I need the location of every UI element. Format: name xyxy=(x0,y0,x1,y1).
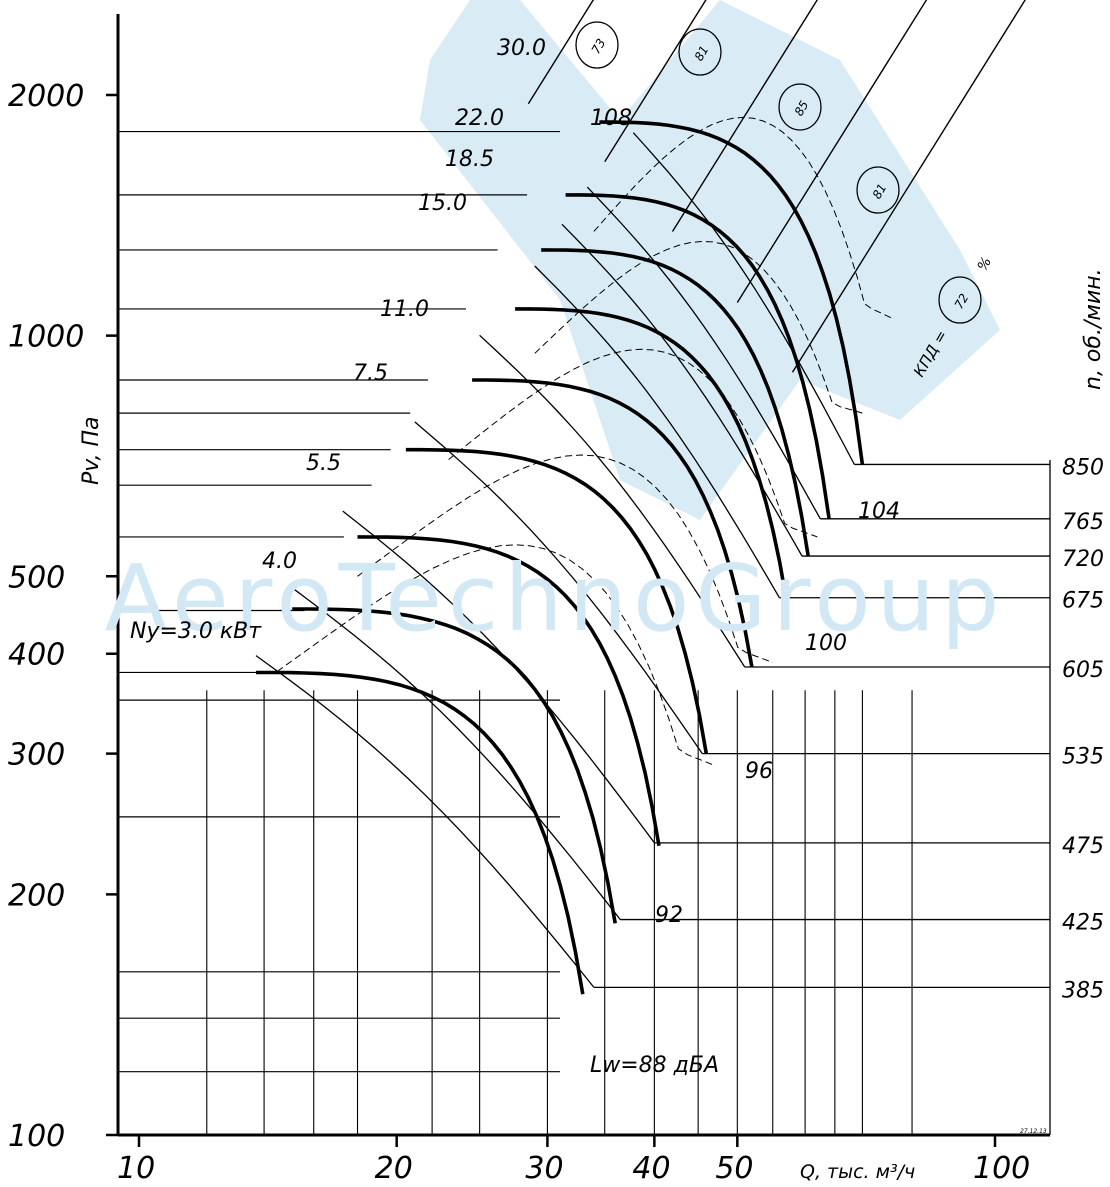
right-axis-title: n, об./мин. xyxy=(1081,268,1106,390)
speed-line xyxy=(586,186,821,520)
y-tick-label: 400 xyxy=(8,638,65,673)
efficiency-unit: % xyxy=(975,254,996,274)
efficiency-ray xyxy=(604,0,707,163)
efficiency-curve xyxy=(276,544,715,766)
speed-line xyxy=(534,265,780,599)
power-curve xyxy=(357,535,661,847)
efficiency-curve xyxy=(534,240,863,414)
text-layer: AeroTechnoGroup 385 425 475 535 605 675 720 765 8… xyxy=(8,21,1106,1186)
efficiency-ray xyxy=(527,0,595,105)
grid-layer xyxy=(118,130,1050,1135)
x-tick-label: 20 xyxy=(375,1151,413,1182)
y-tick-label: 500 xyxy=(8,560,65,595)
power-curve xyxy=(292,607,617,924)
motor-power-label: 11.0 xyxy=(380,297,429,322)
watermark-text: AeroTechnoGroup xyxy=(105,545,1006,652)
motor-power-label: 22.0 xyxy=(455,106,504,131)
speed-line xyxy=(414,421,703,754)
y-axis-title: Pv, Па xyxy=(79,416,104,485)
motor-power-label: 30.0 xyxy=(497,36,546,61)
power-curve xyxy=(256,670,585,995)
watermark-layer xyxy=(420,0,1000,520)
power-curve xyxy=(541,248,810,557)
x-axis-title: Q, тыс. м³/ч xyxy=(800,1161,915,1182)
frame-layer xyxy=(106,14,1051,1147)
motor-power-label: Ny=3.0 кВт xyxy=(130,619,262,644)
power-curve xyxy=(515,307,788,599)
y-tick-label: 300 xyxy=(8,738,65,773)
motor-power-label: 4.0 xyxy=(262,549,297,574)
speed-label: 425 xyxy=(1062,911,1104,936)
power-curve xyxy=(599,120,865,465)
x-tick-label: 100 xyxy=(973,1151,1030,1182)
x-tick-label: 30 xyxy=(525,1151,563,1182)
efficiency-ray xyxy=(736,0,928,303)
efficiency-value: 81 xyxy=(692,43,712,63)
speed-line xyxy=(291,587,621,921)
efficiency-circle xyxy=(856,166,900,214)
y-tick-label: 200 xyxy=(8,878,65,913)
efficiency-circle xyxy=(938,276,982,324)
x-tick-label: 50 xyxy=(715,1151,753,1182)
code-mark: 27.12.13 xyxy=(1020,1128,1047,1135)
curves-layer xyxy=(255,0,1026,995)
efficiency-circle xyxy=(678,28,722,76)
power-curve xyxy=(405,447,709,754)
efficiency-value: 72 xyxy=(952,291,972,311)
efficiency-value: 81 xyxy=(870,181,890,201)
efficiency-curve xyxy=(448,348,818,538)
speed-line xyxy=(632,132,855,465)
y-tick-label: 2000 xyxy=(8,79,84,114)
y-tick-label: 1000 xyxy=(8,320,84,355)
noise-label: 96 xyxy=(745,759,773,784)
speed-label: 720 xyxy=(1062,547,1104,572)
x-tick-label: 40 xyxy=(632,1151,670,1182)
efficiency-curve xyxy=(593,116,894,320)
speed-label: 765 xyxy=(1062,510,1104,535)
speed-line xyxy=(342,510,655,844)
motor-power-label: 5.5 xyxy=(306,451,341,476)
speed-label: 850 xyxy=(1062,455,1104,480)
noise-label: 100 xyxy=(805,631,847,656)
speed-label: 475 xyxy=(1062,834,1104,859)
watermark-shape xyxy=(420,0,1000,520)
speed-line xyxy=(479,334,746,668)
noise-label: 104 xyxy=(858,499,900,524)
speed-label: 535 xyxy=(1062,745,1104,770)
x-tick-label: 10 xyxy=(117,1151,155,1182)
efficiency-curve xyxy=(357,454,773,663)
noise-label: 92 xyxy=(655,903,683,928)
motor-power-label: 7.5 xyxy=(353,361,388,386)
speed-label: 385 xyxy=(1062,978,1104,1003)
efficiency-circle xyxy=(778,83,822,131)
y-tick-label: 100 xyxy=(8,1119,65,1154)
efficiency-ray xyxy=(791,0,1026,373)
motor-power-label: 18.5 xyxy=(445,147,494,172)
speed-label: 675 xyxy=(1062,589,1104,614)
efficiency-value: 73 xyxy=(589,36,609,56)
efficiency-ray xyxy=(671,0,818,232)
power-curve xyxy=(472,378,754,668)
speed-label: 605 xyxy=(1062,658,1104,683)
efficiency-value: 85 xyxy=(792,98,812,118)
motor-power-label: 15.0 xyxy=(418,191,467,216)
noise-label: Lw=88 дБА xyxy=(590,1053,719,1078)
efficiency-circle xyxy=(575,21,619,69)
noise-label: 108 xyxy=(590,106,632,131)
speed-line xyxy=(255,655,595,988)
